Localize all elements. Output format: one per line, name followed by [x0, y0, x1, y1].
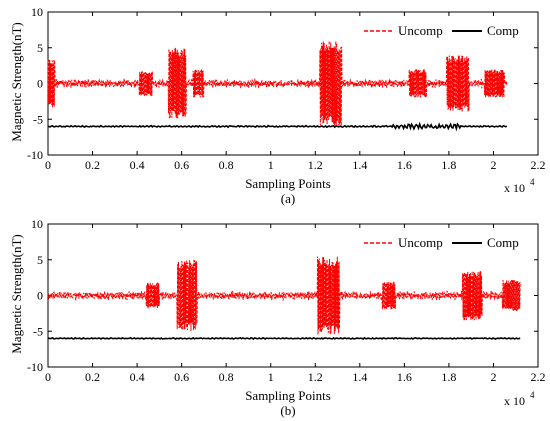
x-tick-label: 1.2 [308, 158, 323, 172]
series-line-comp-b [47, 336, 521, 341]
legend-label-uncomp-a: Uncomp [398, 23, 443, 38]
x-tick-label: 0.6 [174, 370, 189, 384]
x-tick-label: 0.8 [219, 158, 234, 172]
x-tick-label: 1.8 [441, 158, 456, 172]
legend-label-uncomp-b: Uncomp [398, 235, 443, 250]
x-tick-label: 2 [490, 370, 496, 384]
series-line-comp-a [47, 121, 508, 132]
x-tick-label: 0 [45, 370, 51, 384]
x-tick-label: 1.6 [397, 370, 412, 384]
y-tick-label: -5 [33, 324, 43, 338]
y-tick-label: 5 [37, 253, 43, 267]
y-tick-label: 0 [37, 77, 43, 91]
panel-a: Uncomp Comp Sampling Points(a) Magnetic Str… [9, 5, 546, 206]
x-tick-label: 1.4 [352, 370, 367, 384]
x-tick-label: 1.4 [352, 158, 367, 172]
x-tick-label: 0.8 [219, 370, 234, 384]
x-scale-exp-a: 4 [530, 177, 535, 187]
x-tick-label: 1 [268, 158, 274, 172]
y-axis-title-a: Magnetic Strength(nT) [9, 22, 24, 142]
x-tick-label: 1 [268, 370, 274, 384]
x-tick-label: 1.2 [308, 370, 323, 384]
y-tick-label: -10 [27, 148, 43, 162]
x-tick-label: 0.4 [130, 370, 145, 384]
x-tick-label: 1.8 [441, 370, 456, 384]
x-axis-title-a: Sampling Points [245, 176, 331, 191]
panel-caption-b: (b) [280, 403, 295, 418]
x-tick-label: 1.6 [397, 158, 412, 172]
y-tick-label: 10 [31, 217, 43, 231]
panel-b: Uncomp Comp Sampling Points(b) Magnetic Str… [9, 217, 546, 418]
y-axis-title-b: Magnetic Strength(nT) [9, 234, 24, 354]
series-line-uncomp-a [47, 40, 508, 126]
y-tick-label: -10 [27, 360, 43, 374]
x-scale-exp-b: 4 [530, 390, 535, 400]
y-tick-label: 0 [37, 289, 43, 303]
x-tick-label: 2.2 [531, 158, 546, 172]
legend-label-comp-b: Comp [487, 235, 519, 250]
x-tick-label: 0.2 [85, 370, 100, 384]
series-line-uncomp-b [47, 256, 521, 335]
x-tick-label: 0 [45, 158, 51, 172]
x-tick-label: 0.2 [85, 158, 100, 172]
y-tick-label: 10 [31, 5, 43, 19]
y-tick-label: 5 [37, 41, 43, 55]
x-tick-label: 0.6 [174, 158, 189, 172]
x-tick-label: 2 [490, 158, 496, 172]
panel-caption-a: (a) [281, 191, 295, 206]
y-tick-label: -5 [33, 112, 43, 126]
x-tick-label: 2.2 [531, 370, 546, 384]
x-scale-base-b: x 10 [504, 394, 525, 408]
x-scale-base-a: x 10 [504, 181, 525, 195]
legend-label-comp-a: Comp [487, 23, 519, 38]
x-axis-title-b: Sampling Points [245, 388, 331, 403]
x-tick-label: 0.4 [130, 158, 145, 172]
